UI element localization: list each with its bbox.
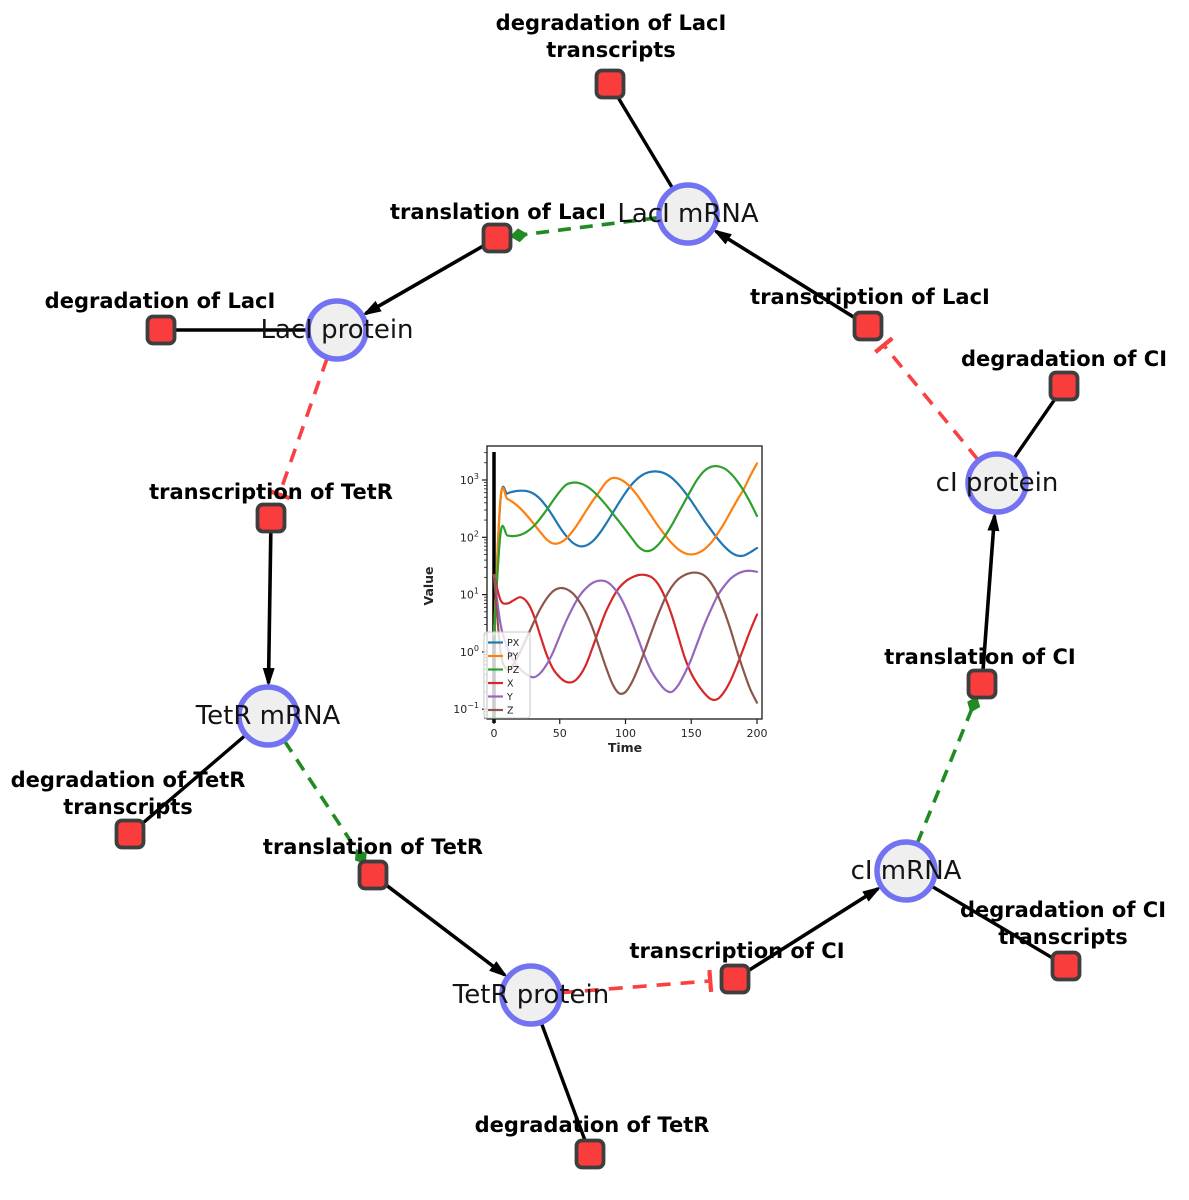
- edge-reactant-lacI_mRNA-to-deg_lacI_tx: [616, 96, 675, 190]
- edge-inhibition-lacI_protein-to-transcription_tetR: [279, 357, 329, 494]
- chart-x-tick-label: 0: [491, 727, 498, 740]
- edge-product-translation_cI-to-cI_protein: [981, 511, 1000, 670]
- reaction-node-deg_lacI_tx[interactable]: [594, 68, 626, 100]
- chart-x-tick-label: 150: [681, 727, 702, 740]
- reaction-node-deg_lacI[interactable]: [145, 314, 177, 346]
- chart-frame: [486, 445, 763, 720]
- reaction-node-deg_cI[interactable]: [1048, 370, 1080, 402]
- reaction-node-transcription_lacI[interactable]: [852, 310, 884, 342]
- edge-product-transcription_cI-to-cI_mRNA: [746, 886, 882, 973]
- edge-reactant-cI_mRNA-to-deg_cI_tx: [930, 884, 1054, 960]
- chart-series-X: [492, 573, 759, 702]
- legend-label-X: X: [507, 679, 514, 690]
- chart-y-tick-label: 10−1: [453, 701, 479, 716]
- chart-y-tick-label: 103: [460, 472, 479, 487]
- chart-y-tick-label: 100: [460, 644, 479, 659]
- chart-legend: PX PY PZ XYZ: [483, 631, 531, 719]
- edge-product-translation_lacI-to-lacI_protein: [362, 243, 485, 316]
- edge-product-transcription_tetR-to-tetR_mRNA: [262, 532, 275, 687]
- chart-series-Z: [492, 571, 759, 704]
- chart-series-Y: [492, 569, 759, 694]
- legend-label-Y: Y: [506, 692, 513, 703]
- edge-reactant-cI_protein-to-deg_cI: [1012, 397, 1057, 460]
- chart-series-group: [492, 462, 759, 704]
- legend-label-PX: PX: [507, 638, 520, 649]
- reaction-node-transcription_tetR[interactable]: [255, 502, 287, 534]
- reaction-node-deg_tetR[interactable]: [574, 1138, 606, 1170]
- species-node-tetR_protein[interactable]: [499, 963, 563, 1027]
- chart-x-tick-label: 50: [553, 727, 567, 740]
- edge-inhibition-tetR_protein-to-transcription_cI: [560, 981, 710, 995]
- chart-ylabel: Value: [421, 566, 436, 605]
- edge-reactant-tetR_protein-to-deg_tetR: [539, 1022, 587, 1141]
- reaction-node-transcription_cI[interactable]: [719, 963, 751, 995]
- species-node-lacI_protein[interactable]: [305, 298, 369, 362]
- edge-modifier-lacI_mRNA-to-translation_lacI: [509, 215, 659, 243]
- chart-xlabel: Time: [608, 740, 642, 755]
- chart-series-PX: [492, 470, 759, 636]
- species-node-cI_mRNA[interactable]: [874, 839, 938, 903]
- chart-series-PZ: [492, 464, 759, 636]
- legend-label-Z: Z: [507, 706, 514, 717]
- simulation-chart: 0 50 100 150 20010310210110010−1TimeValuePXP…: [421, 445, 768, 755]
- species-node-tetR_mRNA[interactable]: [236, 684, 300, 748]
- reaction-node-translation_lacI[interactable]: [481, 222, 513, 254]
- edge-modifier-tetR_mRNA-to-translation_tetR: [282, 740, 367, 865]
- edge-inhibition-cI_protein-to-transcription_lacI: [884, 345, 980, 461]
- edge-product-translation_tetR-to-tetR_protein: [383, 882, 508, 978]
- chart-y-tick-label: 101: [460, 587, 479, 602]
- edge-modifier-cI_mRNA-to-translation_cI: [915, 695, 981, 844]
- reaction-node-deg_cI_tx[interactable]: [1050, 950, 1082, 982]
- species-node-lacI_mRNA[interactable]: [656, 182, 720, 246]
- reaction-node-deg_tetR_tx[interactable]: [114, 818, 146, 850]
- edge-product-transcription_lacI-to-lacI_mRNA: [712, 229, 857, 320]
- edge-reactant-tetR_mRNA-to-deg_tetR_tx: [140, 734, 247, 826]
- reaction-node-translation_cI[interactable]: [966, 668, 998, 700]
- reaction-node-translation_tetR[interactable]: [357, 859, 389, 891]
- chart-y-tick-label: 102: [460, 529, 479, 544]
- chart-x-tick-label: 200: [747, 727, 768, 740]
- legend-label-PZ: PZ: [507, 665, 520, 676]
- chart-x-tick-label: 100: [615, 727, 636, 740]
- species-node-cI_protein[interactable]: [965, 451, 1029, 515]
- legend-label-PY: PY: [507, 652, 519, 663]
